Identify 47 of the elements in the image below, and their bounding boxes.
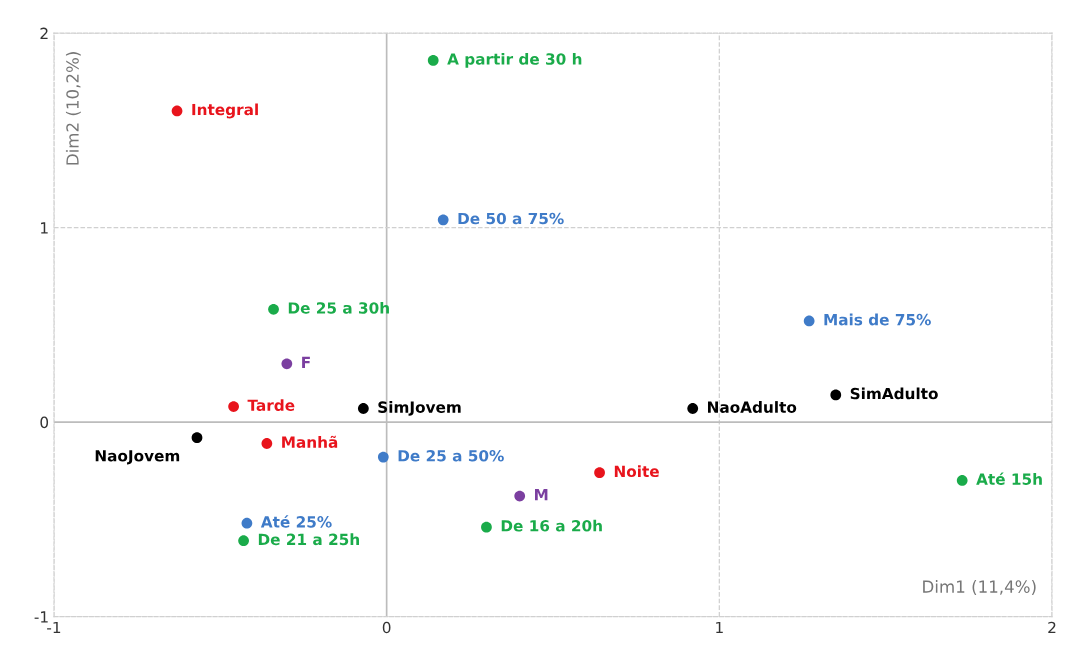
point bbox=[191, 432, 203, 444]
point bbox=[427, 55, 439, 66]
point bbox=[261, 438, 273, 449]
series-label: De 16 a 20h bbox=[501, 519, 602, 532]
series-label: Manhã bbox=[282, 435, 338, 448]
series-label: Mais de 75% bbox=[824, 313, 931, 326]
y-axis-title: Dim2 (10,2%) bbox=[65, 52, 81, 165]
series-label: NaoJovem bbox=[95, 450, 180, 465]
point bbox=[281, 358, 293, 370]
y-tick-label: 0 bbox=[40, 416, 49, 429]
y-tick-label: 2 bbox=[40, 27, 48, 39]
point bbox=[687, 403, 699, 414]
x-tick-label: 2 bbox=[1048, 621, 1056, 634]
series-label: F bbox=[302, 356, 310, 368]
series-label: De 25 a 50% bbox=[398, 449, 504, 462]
point bbox=[956, 475, 968, 486]
point bbox=[594, 467, 605, 479]
y-tick-label: -1 bbox=[34, 611, 48, 623]
point bbox=[377, 451, 389, 463]
series-label: Tarde bbox=[247, 399, 295, 411]
series-label: De 50 a 75% bbox=[458, 212, 564, 225]
point bbox=[481, 521, 492, 533]
x-tick-label: 0 bbox=[382, 621, 391, 634]
series-label: Noite bbox=[614, 465, 659, 478]
series-label: SimJovem bbox=[378, 401, 461, 416]
series-label: NaoAdulto bbox=[708, 401, 797, 413]
point bbox=[514, 490, 526, 502]
series-label: Até 25% bbox=[260, 515, 332, 528]
y-tick-label: 1 bbox=[41, 222, 48, 234]
point bbox=[357, 403, 369, 414]
point bbox=[241, 517, 253, 529]
series-label: SimAdulto bbox=[850, 387, 938, 400]
series-label: De 25 a 30h bbox=[288, 301, 389, 314]
point bbox=[803, 315, 815, 327]
x-axis-title: Dim1 (11,4%) bbox=[923, 580, 1036, 595]
series-label: De 21 a 25h bbox=[258, 533, 359, 546]
point bbox=[830, 389, 842, 401]
x-tick-label: 1 bbox=[716, 621, 723, 634]
series-label: Até 15h bbox=[976, 472, 1042, 485]
point bbox=[268, 303, 279, 315]
series-label: A partir de 30 h bbox=[447, 52, 582, 68]
point bbox=[228, 401, 239, 412]
point bbox=[238, 535, 249, 547]
series-label: Integral bbox=[192, 103, 258, 119]
point bbox=[437, 214, 449, 226]
point bbox=[171, 105, 183, 117]
series-label: M bbox=[535, 489, 548, 501]
